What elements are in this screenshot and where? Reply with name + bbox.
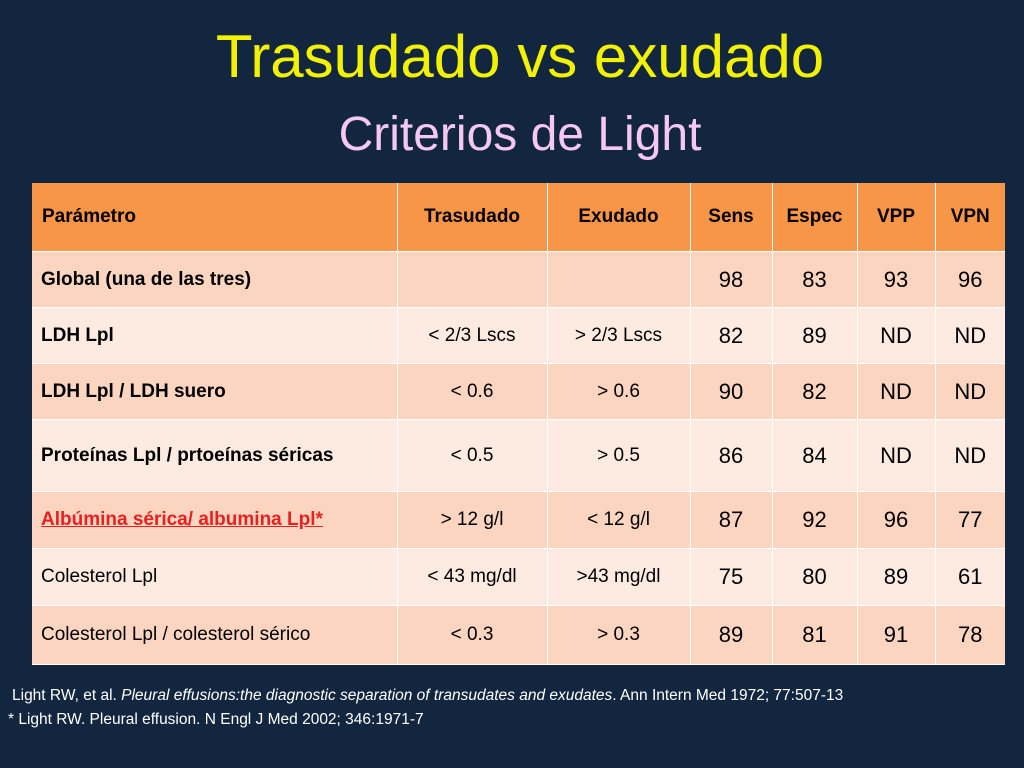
row-trasudado: > 12 g/l (397, 491, 548, 549)
row-vpp: ND (857, 363, 936, 420)
row-espec: 89 (772, 307, 858, 364)
row-parameter-highlighted: Albúmina sérica/ albumina Lpl* (32, 491, 398, 549)
row-espec: 81 (772, 605, 858, 665)
row-exudado: > 0.6 (547, 363, 691, 420)
header-espec: Espec (772, 183, 858, 252)
row-sens: 82 (690, 307, 773, 364)
table-row: LDH Lpl / LDH suero < 0.6 > 0.6 90 82 ND… (32, 363, 1005, 420)
table-row: Colesterol Lpl / colesterol sérico < 0.3… (32, 605, 1005, 665)
row-espec: 80 (772, 548, 858, 606)
row-espec: 82 (772, 363, 858, 420)
row-trasudado (397, 251, 548, 308)
row-espec: 84 (772, 419, 858, 492)
row-vpn: ND (935, 363, 1005, 420)
table-row: Global (una de las tres) 98 83 93 96 (32, 251, 1005, 308)
row-exudado: > 0.3 (547, 605, 691, 665)
header-trasudado: Trasudado (397, 183, 548, 252)
reference-1-source: . Ann Intern Med 1972; 77:507-13 (612, 687, 844, 704)
row-vpn: 61 (935, 548, 1005, 606)
row-sens: 90 (690, 363, 773, 420)
reference-2: * Light RW. Pleural effusion. N Engl J M… (8, 711, 424, 728)
row-vpp: 96 (857, 491, 936, 549)
row-exudado: >43 mg/dl (547, 548, 691, 606)
slide-title: Trasudado vs exudado (215, 23, 825, 90)
table-header-row: Parámetro Trasudado Exudado Sens Espec V… (32, 183, 1005, 252)
row-sens: 86 (690, 419, 773, 492)
header-vpp: VPP (857, 183, 936, 252)
row-parameter: LDH Lpl / LDH suero (32, 363, 398, 420)
row-sens: 98 (690, 251, 773, 308)
row-vpp: 89 (857, 548, 936, 606)
header-sens: Sens (690, 183, 773, 252)
references: Light RW, et al. Pleural effusions:the d… (8, 684, 1018, 732)
row-vpp: 91 (857, 605, 936, 665)
header-parametro: Parámetro (32, 183, 398, 252)
row-espec: 83 (772, 251, 858, 308)
row-vpp: ND (857, 419, 936, 492)
row-exudado: > 2/3 Lscs (547, 307, 691, 364)
row-sens: 75 (690, 548, 773, 606)
row-trasudado: < 43 mg/dl (397, 548, 548, 606)
row-espec: 92 (772, 491, 858, 549)
table-row: Albúmina sérica/ albumina Lpl* > 12 g/l … (32, 491, 1005, 549)
row-trasudado: < 0.6 (397, 363, 548, 420)
row-parameter: Proteínas Lpl / prtoeínas séricas (32, 419, 398, 492)
row-trasudado: < 0.5 (397, 419, 548, 492)
row-vpn: 78 (935, 605, 1005, 665)
row-vpn: 96 (935, 251, 1005, 308)
row-exudado (547, 251, 691, 308)
row-sens: 89 (690, 605, 773, 665)
header-vpn: VPN (935, 183, 1005, 252)
header-exudado: Exudado (547, 183, 691, 252)
row-vpp: 93 (857, 251, 936, 308)
row-parameter: Colesterol Lpl / colesterol sérico (32, 605, 398, 665)
row-trasudado: < 0.3 (397, 605, 548, 665)
row-trasudado: < 2/3 Lscs (397, 307, 548, 364)
reference-1-authors: Light RW, et al. (12, 687, 122, 704)
reference-1: Light RW, et al. Pleural effusions:the d… (8, 684, 1018, 708)
slide-subtitle: Criterios de Light (338, 108, 702, 161)
row-vpn: 77 (935, 491, 1005, 549)
row-parameter: LDH Lpl (32, 307, 398, 364)
row-vpp: ND (857, 307, 936, 364)
row-parameter: Global (una de las tres) (32, 251, 398, 308)
table-row: Proteínas Lpl / prtoeínas séricas < 0.5 … (32, 419, 1005, 492)
row-exudado: < 12 g/l (547, 491, 691, 549)
row-vpn: ND (935, 307, 1005, 364)
row-sens: 87 (690, 491, 773, 549)
row-vpn: ND (935, 419, 1005, 492)
row-parameter: Colesterol Lpl (32, 548, 398, 606)
row-exudado: > 0.5 (547, 419, 691, 492)
table-row: LDH Lpl < 2/3 Lscs > 2/3 Lscs 82 89 ND N… (32, 307, 1005, 364)
reference-1-title: Pleural effusions:the diagnostic separat… (121, 687, 613, 704)
table-row: Colesterol Lpl < 43 mg/dl >43 mg/dl 75 8… (32, 548, 1005, 606)
light-criteria-table: Parámetro Trasudado Exudado Sens Espec V… (32, 183, 1005, 665)
